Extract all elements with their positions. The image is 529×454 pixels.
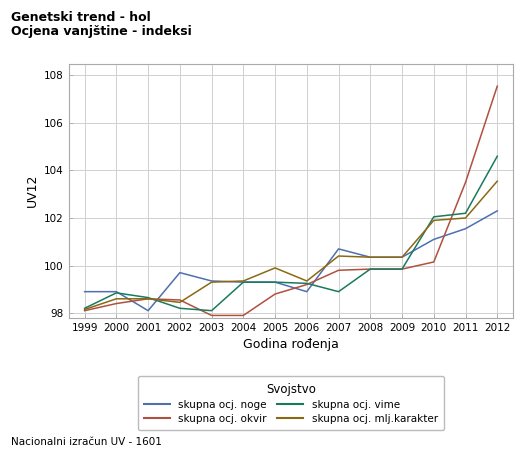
Text: Nacionalni izračun UV - 1601: Nacionalni izračun UV - 1601: [11, 437, 161, 447]
Text: Ocjena vanjštine - indeksi: Ocjena vanjštine - indeksi: [11, 25, 191, 38]
X-axis label: Godina rođenja: Godina rođenja: [243, 338, 339, 351]
Text: Genetski trend - hol: Genetski trend - hol: [11, 11, 150, 25]
Legend: skupna ocj. noge, skupna ocj. okvir, skupna ocj. vime, skupna ocj. mlj.karakter: skupna ocj. noge, skupna ocj. okvir, sku…: [138, 376, 444, 430]
Y-axis label: UV12: UV12: [25, 174, 39, 207]
